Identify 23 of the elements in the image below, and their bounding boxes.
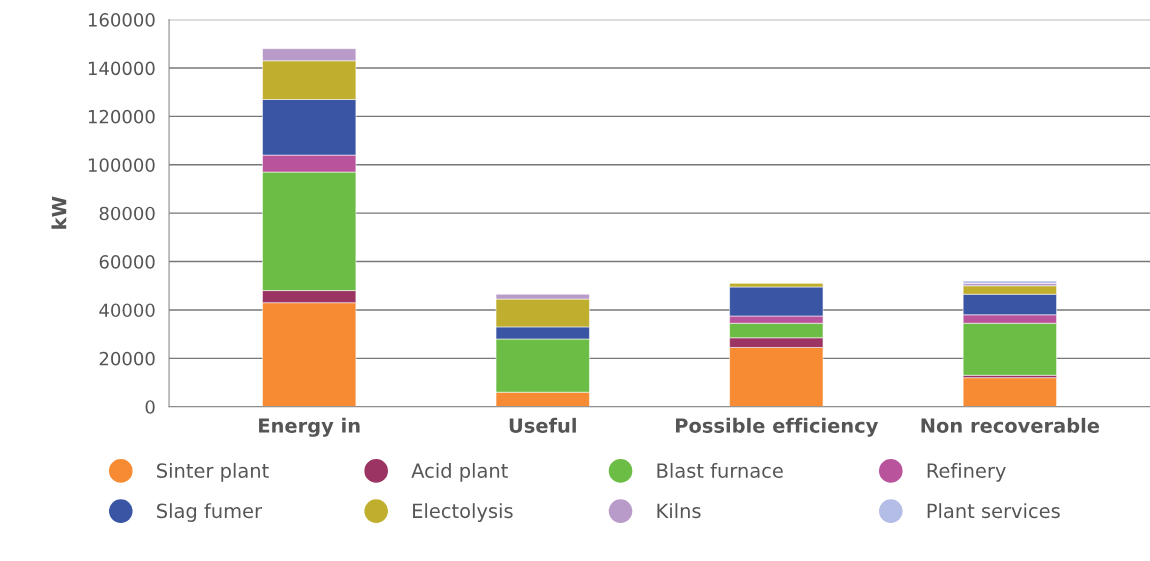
y-tick-label: 40000 [99,303,155,318]
y-axis-title: kW [51,196,67,229]
x-tick-label: Energy in [259,417,360,437]
legend-label: Refinery [927,462,1006,482]
x-tick-label: Non recoverable [921,417,1100,433]
legend-label: Plant services [927,503,1060,519]
y-tick-label: 60000 [99,255,155,269]
legend-label: Kilns [657,503,701,519]
x-tick-label: Useful [509,417,576,433]
y-tick-label: 80000 [99,206,155,221]
x-tick-label: Possible efficiency [676,417,879,437]
legend-label: Acid plant [411,462,508,482]
legend-label: Blast furnace [657,462,783,478]
legend-label: Sinter plant [157,462,269,482]
legend-label: Electolysis [413,503,513,522]
y-tick-label: 100000 [88,158,155,172]
bar [962,377,1057,407]
y-tick-label: 160000 [88,13,155,27]
legend-label: Slag fumer [157,503,263,522]
y-tick-label: 120000 [88,109,155,124]
y-tick-label: 20000 [99,351,155,366]
y-tick-label: 140000 [88,61,155,76]
y-tick-label: 0 [145,400,155,414]
